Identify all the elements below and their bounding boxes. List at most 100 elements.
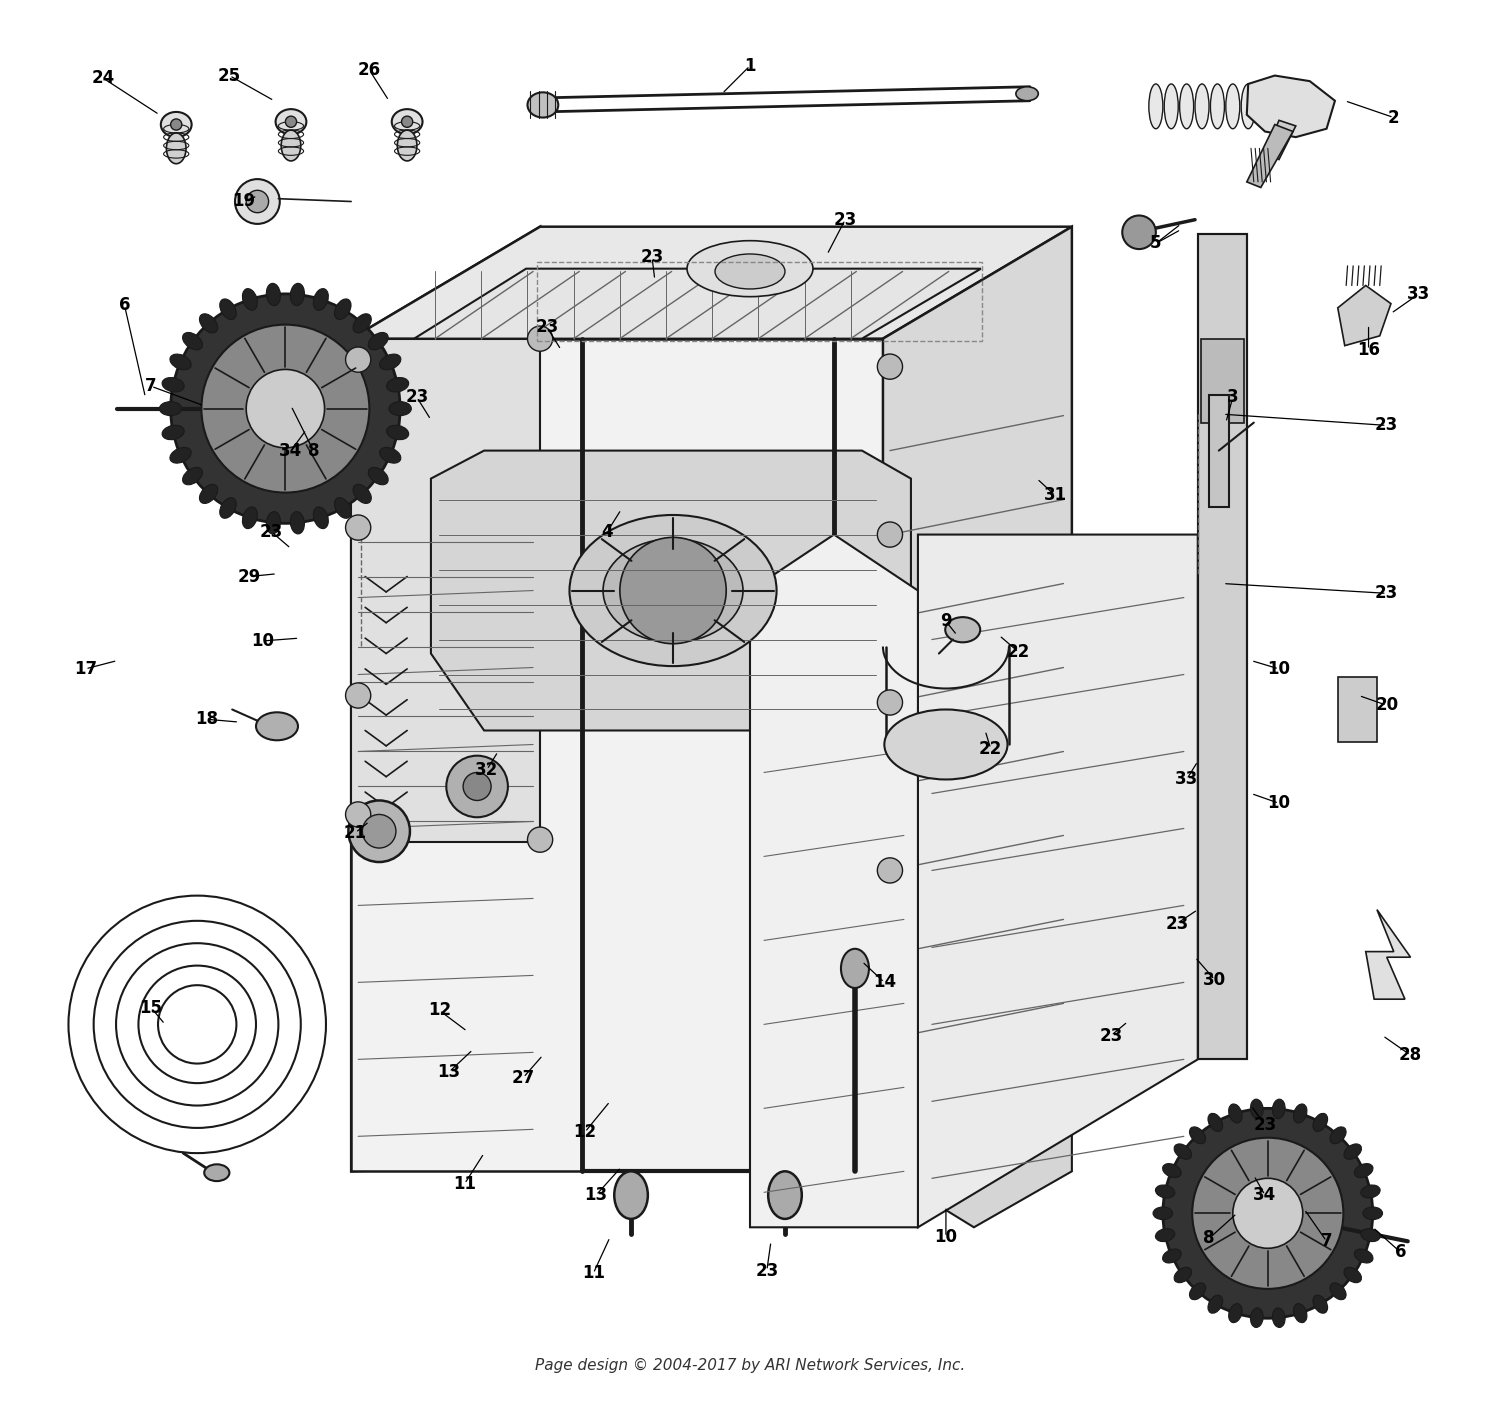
Circle shape: [1162, 1109, 1372, 1318]
Ellipse shape: [885, 710, 1008, 780]
Text: 12: 12: [427, 1002, 451, 1020]
Ellipse shape: [570, 516, 777, 666]
Ellipse shape: [369, 468, 388, 485]
Ellipse shape: [1190, 1283, 1206, 1300]
Text: 33: 33: [1407, 285, 1431, 303]
Ellipse shape: [170, 354, 190, 370]
Ellipse shape: [1226, 84, 1240, 129]
Text: 10: 10: [1268, 794, 1290, 812]
Ellipse shape: [528, 93, 558, 118]
Polygon shape: [884, 1059, 1072, 1228]
Ellipse shape: [1251, 1099, 1263, 1118]
Ellipse shape: [200, 313, 217, 333]
Ellipse shape: [1228, 1104, 1242, 1123]
Text: 27: 27: [512, 1069, 536, 1086]
Ellipse shape: [369, 333, 388, 350]
Circle shape: [878, 354, 903, 379]
Ellipse shape: [291, 284, 304, 306]
Text: 23: 23: [1376, 584, 1398, 603]
Polygon shape: [1366, 909, 1410, 999]
Ellipse shape: [387, 378, 408, 392]
Ellipse shape: [162, 378, 184, 392]
Text: 29: 29: [237, 568, 261, 586]
Ellipse shape: [1330, 1127, 1346, 1144]
Ellipse shape: [380, 447, 400, 464]
Ellipse shape: [1164, 84, 1178, 129]
Text: 25: 25: [217, 66, 242, 84]
Ellipse shape: [1208, 1295, 1222, 1314]
Text: 30: 30: [1203, 971, 1225, 989]
Text: 32: 32: [476, 760, 498, 778]
Ellipse shape: [1155, 1228, 1174, 1242]
Ellipse shape: [1344, 1144, 1362, 1159]
Polygon shape: [884, 226, 1072, 1172]
Circle shape: [620, 537, 726, 643]
Circle shape: [878, 858, 903, 882]
Ellipse shape: [1210, 84, 1224, 129]
Ellipse shape: [1354, 1249, 1372, 1263]
Ellipse shape: [352, 485, 372, 503]
Ellipse shape: [1354, 1163, 1372, 1177]
Ellipse shape: [1162, 1249, 1180, 1263]
Ellipse shape: [842, 948, 868, 988]
Text: 5: 5: [1150, 235, 1161, 253]
Ellipse shape: [380, 354, 400, 370]
Ellipse shape: [314, 507, 328, 528]
Polygon shape: [1338, 285, 1390, 346]
Ellipse shape: [352, 313, 372, 333]
Text: 23: 23: [1254, 1116, 1276, 1134]
Ellipse shape: [687, 240, 813, 296]
Ellipse shape: [1360, 1228, 1380, 1242]
Circle shape: [246, 370, 324, 448]
Text: 12: 12: [573, 1123, 597, 1141]
Text: 23: 23: [536, 319, 558, 336]
Ellipse shape: [1312, 1113, 1328, 1131]
Ellipse shape: [220, 497, 237, 518]
Circle shape: [201, 325, 369, 493]
Circle shape: [1192, 1138, 1344, 1288]
Ellipse shape: [1364, 1207, 1383, 1220]
Ellipse shape: [276, 110, 306, 135]
Ellipse shape: [603, 538, 742, 642]
Text: 9: 9: [940, 613, 951, 631]
Text: 13: 13: [585, 1186, 608, 1204]
Ellipse shape: [159, 402, 182, 416]
Ellipse shape: [334, 497, 351, 518]
Ellipse shape: [1251, 1308, 1263, 1328]
Polygon shape: [430, 451, 910, 731]
Bar: [1198, 233, 1246, 1059]
Ellipse shape: [280, 131, 302, 162]
Text: 23: 23: [1376, 416, 1398, 434]
Ellipse shape: [162, 426, 184, 440]
Circle shape: [285, 117, 297, 128]
Ellipse shape: [1360, 1184, 1380, 1198]
Text: 8: 8: [308, 441, 320, 459]
Circle shape: [878, 690, 903, 715]
Polygon shape: [750, 534, 918, 1228]
Ellipse shape: [392, 110, 423, 135]
Circle shape: [528, 828, 552, 853]
Circle shape: [345, 802, 370, 828]
Polygon shape: [1209, 395, 1228, 507]
Text: ARI: ARI: [644, 649, 856, 756]
Text: 24: 24: [92, 69, 116, 87]
Ellipse shape: [1330, 1283, 1346, 1300]
Circle shape: [1122, 215, 1156, 249]
Ellipse shape: [220, 299, 237, 319]
Ellipse shape: [334, 299, 351, 319]
Text: 22: 22: [980, 739, 1002, 757]
Circle shape: [171, 119, 182, 131]
Text: 23: 23: [1166, 915, 1188, 933]
Text: 23: 23: [834, 211, 856, 229]
Ellipse shape: [398, 131, 417, 162]
Text: 19: 19: [232, 192, 255, 211]
Text: 8: 8: [1203, 1229, 1215, 1248]
Text: Page design © 2004-2017 by ARI Network Services, Inc.: Page design © 2004-2017 by ARI Network S…: [536, 1359, 964, 1373]
Ellipse shape: [243, 507, 258, 528]
Ellipse shape: [1344, 1267, 1362, 1283]
Ellipse shape: [183, 468, 203, 485]
Text: 4: 4: [602, 523, 613, 541]
Circle shape: [402, 117, 412, 128]
Text: 1: 1: [744, 56, 756, 74]
Text: 10: 10: [1268, 660, 1290, 679]
